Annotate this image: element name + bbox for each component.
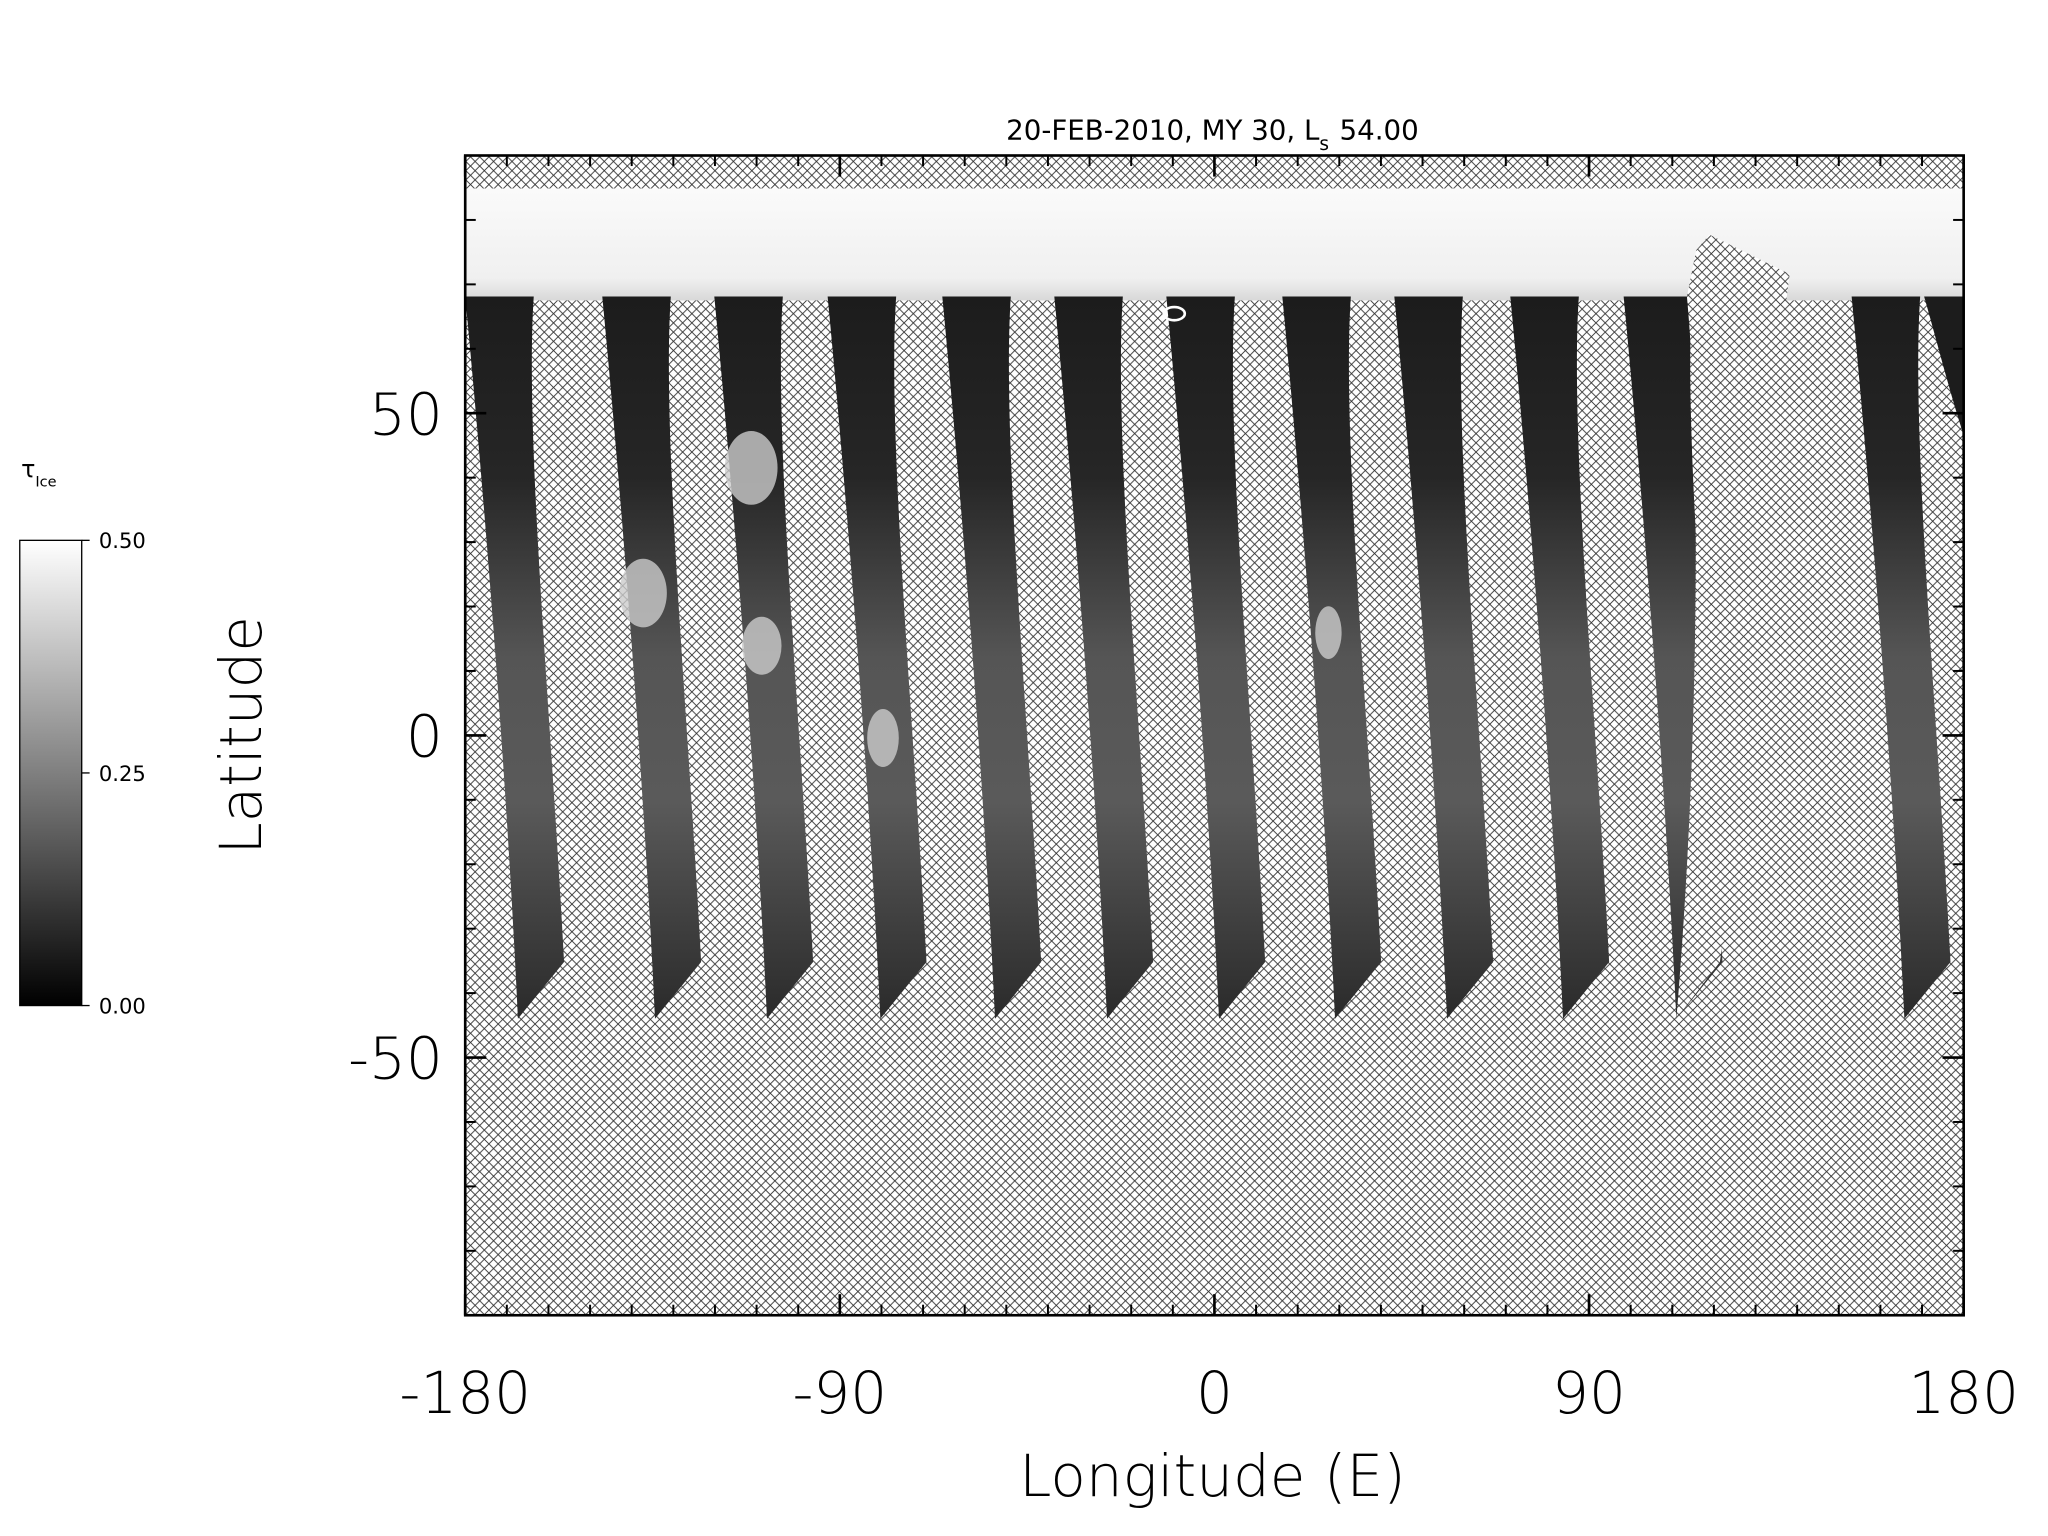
- chart-title: 20-FEB-2010, MY 30, Ls 54.00: [1006, 114, 1419, 156]
- title-subscript: s: [1319, 134, 1329, 155]
- y-tick-label: 50: [369, 380, 443, 448]
- swath: [1851, 296, 1951, 1019]
- colorbar-tick-label: 0.25: [99, 761, 146, 786]
- colorbar-label: τIce: [21, 455, 57, 490]
- title-text: 20-FEB-2010, MY 30, L: [1006, 114, 1320, 147]
- swath: [1924, 296, 1964, 435]
- swath: [1510, 296, 1610, 1019]
- x-tick-label: -90: [792, 1359, 887, 1427]
- swath: [602, 296, 702, 1019]
- crater-ring: [1162, 305, 1187, 322]
- map-imagery: [465, 155, 1964, 1316]
- y-tick-label: 0: [406, 702, 443, 770]
- x-tick-label: -180: [399, 1359, 531, 1427]
- swath: [827, 296, 927, 1019]
- no-data-gap: [1676, 234, 1790, 1019]
- swath: [1394, 296, 1494, 1019]
- x-axis-label: Longitude (E): [1019, 1442, 1406, 1510]
- colorbar-tick-label: 0.00: [99, 993, 146, 1018]
- swath: [1054, 296, 1154, 1019]
- y-axis-label: Latitude: [207, 616, 275, 855]
- y-tick-label: -50: [348, 1025, 443, 1093]
- swath: [942, 296, 1042, 1019]
- cloud-patch: [741, 616, 782, 675]
- x-tick-label: 90: [1552, 1359, 1626, 1427]
- colorbar-tick-label: 0.50: [99, 528, 146, 553]
- colorbar-subscript: Ice: [35, 474, 56, 490]
- swath: [465, 296, 565, 1019]
- x-tick-label: 180: [1908, 1359, 2019, 1427]
- title-value: 54.00: [1340, 114, 1419, 147]
- cloud-patch: [867, 709, 899, 768]
- colorbar: [19, 539, 83, 1007]
- x-tick-label: 0: [1196, 1359, 1233, 1427]
- swath: [1166, 296, 1266, 1019]
- cloud-patch: [619, 558, 667, 628]
- cloud-patch: [724, 430, 778, 505]
- colorbar-symbol: τ: [21, 455, 35, 483]
- cloud-patch: [1315, 606, 1342, 659]
